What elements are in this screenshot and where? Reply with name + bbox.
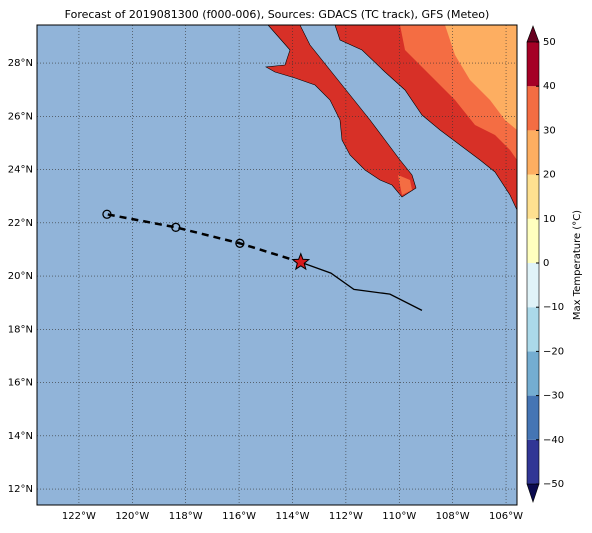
colorbar-band [527, 351, 539, 396]
colorbar-band [527, 439, 539, 484]
forecast-point [235, 238, 245, 248]
y-tick-label: 26°N [8, 111, 33, 122]
land [265, 24, 518, 211]
x-tick-label: 122°W [62, 511, 96, 522]
colorbar-tick-label: 0 [543, 258, 549, 269]
colorbar-band [527, 218, 539, 263]
x-tick-label: 118°W [169, 511, 203, 522]
forecast-point [102, 209, 112, 219]
colorbar-tick-label: −20 [543, 346, 564, 357]
map-title: Forecast of 2019081300 (f000-006), Sourc… [65, 8, 490, 21]
map-frame [36, 24, 518, 506]
colorbar-band [527, 174, 539, 219]
colorbar-tick-label: −10 [543, 302, 564, 313]
x-tick-label: 120°W [115, 511, 149, 522]
track [102, 209, 423, 311]
baja-california [265, 24, 417, 198]
grid [37, 25, 517, 505]
colorbar-extend-top [526, 25, 540, 43]
colorbar-band [527, 86, 539, 131]
colorbar-band [527, 395, 539, 440]
y-tick-label: 28°N [8, 58, 33, 69]
colorbar-tick-label: 30 [543, 125, 556, 136]
forecast-track [106, 213, 302, 264]
y-tick-label: 18°N [8, 324, 33, 335]
cape-zone [398, 175, 412, 195]
forecast-point [171, 222, 181, 232]
colorbar-band [527, 42, 539, 87]
colorbar-tick-label: 50 [543, 37, 556, 48]
colorbar-tick-label: 40 [543, 81, 556, 92]
y-tick-label: 16°N [8, 378, 33, 389]
colorbar-extend-bottom [526, 483, 540, 503]
hot-zone [445, 25, 517, 130]
x-tick-label: 116°W [222, 511, 256, 522]
colorbar-tick-label: 20 [543, 170, 556, 181]
colorbar-tick-label: −30 [543, 391, 564, 402]
colorbar-tick-label: −50 [543, 479, 564, 490]
x-tick-label: 114°W [275, 511, 309, 522]
colorbar-band [527, 307, 539, 352]
x-tick-label: 106°W [489, 511, 523, 522]
colorbar-tick-label: −40 [543, 435, 564, 446]
x-tick-label: 108°W [436, 511, 470, 522]
y-tick-label: 24°N [8, 165, 33, 176]
colorbar-tick-label: 10 [543, 214, 556, 225]
colorbar [526, 25, 540, 503]
colorbar-label: Max Temperature (°C) [572, 210, 583, 320]
current-position [291, 252, 311, 271]
x-tick-label: 110°W [382, 511, 416, 522]
y-tick-label: 20°N [8, 271, 33, 282]
y-tick-label: 22°N [8, 218, 33, 229]
y-tick-label: 12°N [8, 484, 33, 495]
y-tick-label: 14°N [8, 431, 33, 442]
colorbar-band [527, 130, 539, 175]
x-tick-label: 112°W [329, 511, 363, 522]
observed-track [300, 261, 423, 311]
colorbar-band [527, 263, 539, 308]
